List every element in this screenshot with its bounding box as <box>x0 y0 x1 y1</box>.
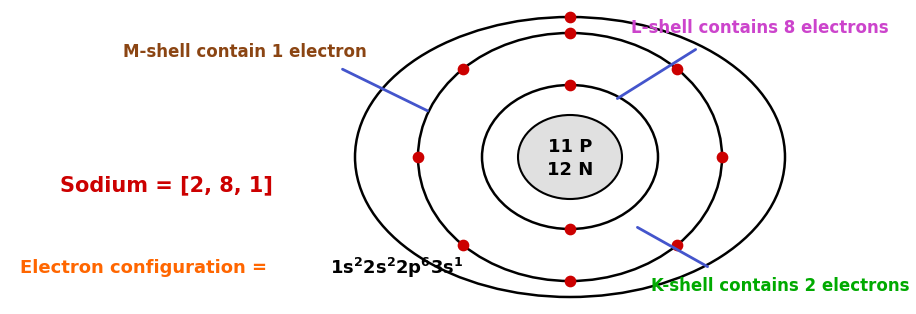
Point <box>671 242 685 247</box>
Text: K-shell contains 2 electrons: K-shell contains 2 electrons <box>650 277 910 295</box>
Point <box>562 83 577 88</box>
Point <box>714 154 729 160</box>
Text: $\mathbf{1s^22s^22p^63s^1}$: $\mathbf{1s^22s^22p^63s^1}$ <box>330 256 463 280</box>
Text: M-shell contain 1 electron: M-shell contain 1 electron <box>123 43 367 61</box>
Text: Sodium = [2, 8, 1]: Sodium = [2, 8, 1] <box>60 175 273 195</box>
Text: L-shell contains 8 electrons: L-shell contains 8 electrons <box>631 19 889 37</box>
Point <box>671 67 685 72</box>
Point <box>562 14 577 19</box>
Ellipse shape <box>518 115 622 199</box>
Text: Electron configuration =: Electron configuration = <box>20 259 273 277</box>
Point <box>455 67 470 72</box>
Point <box>410 154 425 160</box>
Text: 11 P: 11 P <box>548 138 592 156</box>
Point <box>562 279 577 284</box>
Text: 12 N: 12 N <box>547 161 594 179</box>
Point <box>562 226 577 231</box>
Point <box>562 30 577 35</box>
Point <box>455 242 470 247</box>
